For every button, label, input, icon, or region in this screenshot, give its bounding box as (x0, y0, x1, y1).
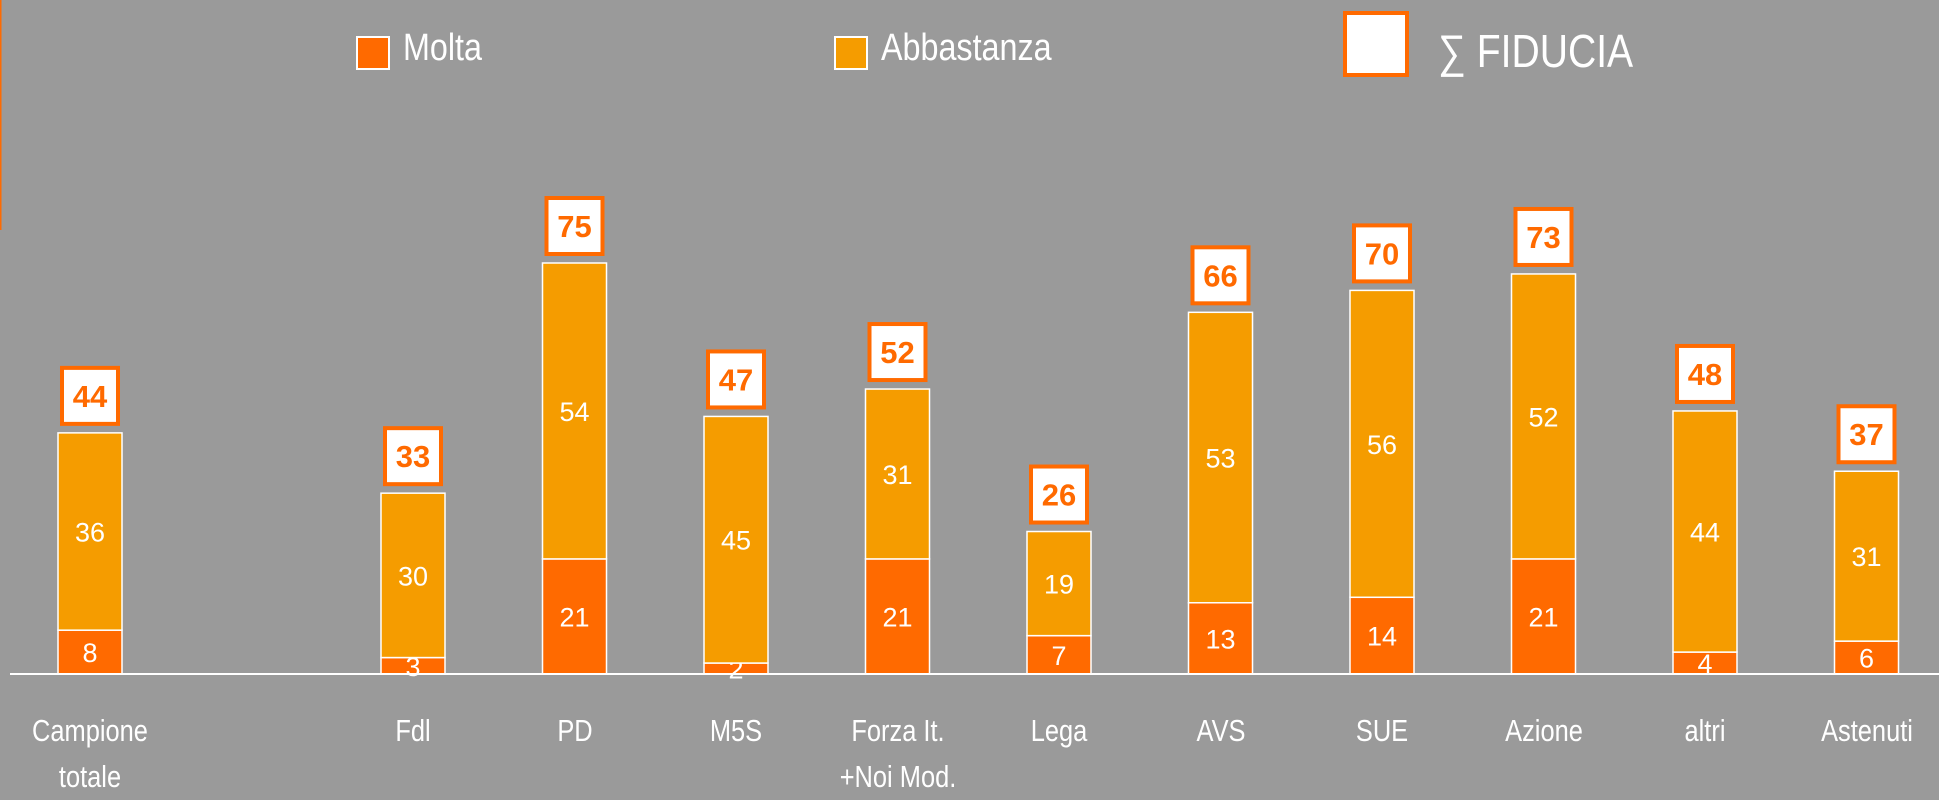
segment-label: 14 (1367, 622, 1397, 652)
x-tick-label: Campione totale (8, 708, 172, 800)
segment-label: 19 (1044, 570, 1074, 600)
segment-label: 21 (559, 602, 589, 632)
x-tick-label: AVS (1139, 708, 1303, 754)
total-label: 26 (1042, 478, 1076, 513)
x-tick-label: Fdl (331, 708, 495, 754)
segment-label: 31 (1851, 542, 1881, 572)
x-tick-label: PD (493, 708, 657, 754)
segment-label: 21 (1528, 602, 1558, 632)
legend-swatch (835, 37, 867, 69)
segment-label: 44 (1690, 518, 1720, 548)
legend-label: Abbastanza (881, 27, 1052, 70)
x-tick-label: Astenuti (1785, 708, 1939, 754)
total-label: 48 (1688, 357, 1722, 392)
legend-label: Molta (403, 27, 482, 70)
segment-label: 53 (1205, 444, 1235, 474)
total-label: 33 (396, 439, 430, 474)
x-tick-label: M5S (654, 708, 818, 754)
legend-swatch (1345, 13, 1407, 75)
total-label: 47 (719, 362, 753, 397)
total-label: 44 (73, 379, 108, 414)
segment-label: 30 (398, 561, 428, 591)
segment-label: 21 (882, 602, 912, 632)
segment-label: 54 (559, 397, 589, 427)
total-label: 70 (1365, 236, 1399, 271)
segment-label: 56 (1367, 430, 1397, 460)
x-tick-label: Azione (1462, 708, 1626, 754)
segment-label: 45 (721, 526, 751, 556)
segment-label: 36 (75, 518, 105, 548)
segment-label: 52 (1528, 402, 1558, 432)
total-label: 75 (557, 209, 591, 244)
segment-label: 13 (1205, 624, 1235, 654)
x-tick-label: Lega (977, 708, 1141, 754)
segment-label: 31 (882, 460, 912, 490)
total-label: 66 (1203, 258, 1237, 293)
segment-label: 7 (1051, 641, 1066, 671)
total-label: 52 (880, 335, 914, 370)
x-tick-label: altri (1623, 708, 1787, 754)
segment-label: 8 (82, 638, 97, 668)
total-label: 37 (1849, 417, 1883, 452)
x-tick-label: Forza It. +Noi Mod. (816, 708, 980, 800)
x-tick-label: SUE (1300, 708, 1464, 754)
segment-label: 6 (1859, 644, 1874, 674)
legend-swatch (357, 37, 389, 69)
total-label: 73 (1526, 220, 1560, 255)
legend-label: ∑ FIDUCIA (1438, 24, 1633, 78)
